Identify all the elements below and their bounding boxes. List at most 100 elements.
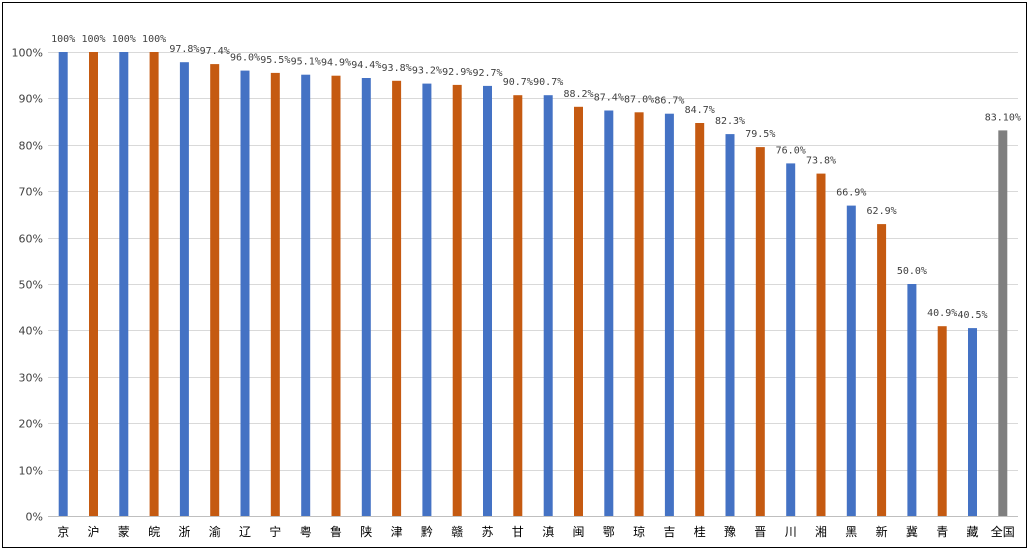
gridlines [48,52,1018,517]
bar-12 [422,83,432,516]
bar-28 [907,284,917,516]
y-tick-label: 70% [19,186,43,199]
bar-11 [392,80,402,517]
data-label: 100% [81,34,105,45]
x-tick-label: 闽 [572,525,584,539]
x-tick-label: 苏 [481,525,493,539]
bar-29 [937,326,947,516]
data-label: 100% [142,34,166,45]
x-tick-label: 湘 [815,524,827,539]
bar-9 [331,75,341,516]
x-tick-label: 浙 [178,525,190,539]
bar-17 [574,106,583,517]
x-tick-label: 京 [57,525,69,539]
bar-21 [695,123,705,516]
bar-14 [483,85,492,517]
data-label: 87.4% [594,93,624,104]
x-tick-label: 沪 [87,525,99,539]
x-tick-label: 冀 [906,525,918,539]
x-tick-label: 皖 [148,525,160,539]
y-tick-label: 80% [19,140,43,153]
data-label: 82.3% [715,116,745,127]
data-label: 94.4% [351,60,381,71]
bar-15 [513,95,523,516]
data-label: 50.0% [897,266,927,277]
x-tick-label: 鄂 [603,525,615,539]
y-tick-label: 50% [19,279,43,292]
bar-8 [301,74,311,516]
x-tick-label: 宁 [269,524,281,539]
bar-2 [119,52,129,516]
bar-25 [816,173,826,516]
bar-13 [452,84,462,517]
y-tick-label: 20% [19,418,43,431]
bar-31 [998,130,1008,516]
x-tick-label: 黑 [845,525,857,539]
bar-30 [968,328,977,516]
data-label: 96.0% [230,53,260,64]
data-label: 92.7% [472,68,502,79]
y-tick-label: 0% [26,511,43,524]
y-tick-label: 60% [19,233,43,246]
data-label: 87.0% [624,94,654,105]
data-label: 90.7% [503,77,533,88]
x-axis-ticks: 京 沪 蒙 皖 浙 渝 辽 宁 粤 鲁 陕 津 黔 赣 苏 甘 滇 闽 鄂 琼 吉 桂 豫 晋 川 湘 黑 新 冀 青 藏全国 [57,524,1015,539]
bar-20 [664,113,674,516]
x-tick-label: 川 [785,525,797,539]
bars [58,52,1008,517]
data-labels: 100% 100% 100% 100%97.8% 97.4%96.0% 95.5% 95.1… [51,34,1021,321]
x-tick-label: 滇 [542,525,554,539]
x-tick-label: 豫 [724,525,736,539]
data-label: 86.7% [654,96,684,107]
x-tick-label: 琼 [633,524,645,539]
x-tick-label: 晋 [754,525,766,539]
y-tick-label: 100% [12,47,43,60]
x-tick-label: 桂 [694,524,706,539]
y-tick-label: 90% [19,93,43,106]
bar-1 [89,52,98,516]
data-label: 93.2% [412,66,442,77]
x-tick-label: 陕 [360,524,372,539]
bar-27 [877,224,887,516]
y-axis-ticks: 0% 10% 20% 30% 40% 50% 60% 70% 80% 90% 100% [12,47,43,524]
bar-7 [270,72,280,517]
x-tick-label: 粤 [300,524,312,539]
x-tick-label: 藏 [966,525,978,539]
x-tick-label: 鲁 [330,525,342,539]
data-label: 40.9% [927,308,957,319]
data-label: 62.9% [867,206,897,217]
data-label: 66.9% [836,188,866,199]
x-tick-label: 新 [876,524,888,539]
x-tick-label: 渝 [209,524,221,539]
x-tick-label: 全国 [991,524,1015,539]
bar-23 [755,147,765,516]
bar-6 [240,70,250,516]
data-label: 93.8% [382,63,412,74]
x-tick-label: 蒙 [118,525,130,539]
bar-0 [58,52,68,516]
data-label: 40.5% [957,310,987,321]
x-tick-label: 津 [391,525,403,539]
bar-10 [361,78,371,516]
x-tick-label: 黔 [421,524,433,539]
x-tick-label: 甘 [512,525,524,539]
data-label: 90.7% [533,77,563,88]
data-label: 84.7% [685,105,715,116]
bar-5 [210,64,220,516]
bar-24 [786,163,796,516]
data-label: 94.9% [321,58,351,69]
bar-26 [846,205,856,516]
x-tick-label: 吉 [663,525,675,539]
bar-4 [179,62,189,516]
data-label: 100% [51,34,75,45]
data-label: 83.10% [985,112,1021,123]
bar-chart: 0% 10% 20% 30% 40% 50% 60% 70% 80% 90% 100% 100% 10… [12,34,1021,539]
data-label: 97.8% [169,44,199,55]
data-label: 76.0% [776,145,806,156]
data-label: 95.5% [260,55,290,66]
y-tick-label: 40% [19,325,43,338]
data-label: 100% [112,34,136,45]
x-tick-label: 辽 [239,525,251,539]
y-tick-label: 30% [19,372,43,385]
